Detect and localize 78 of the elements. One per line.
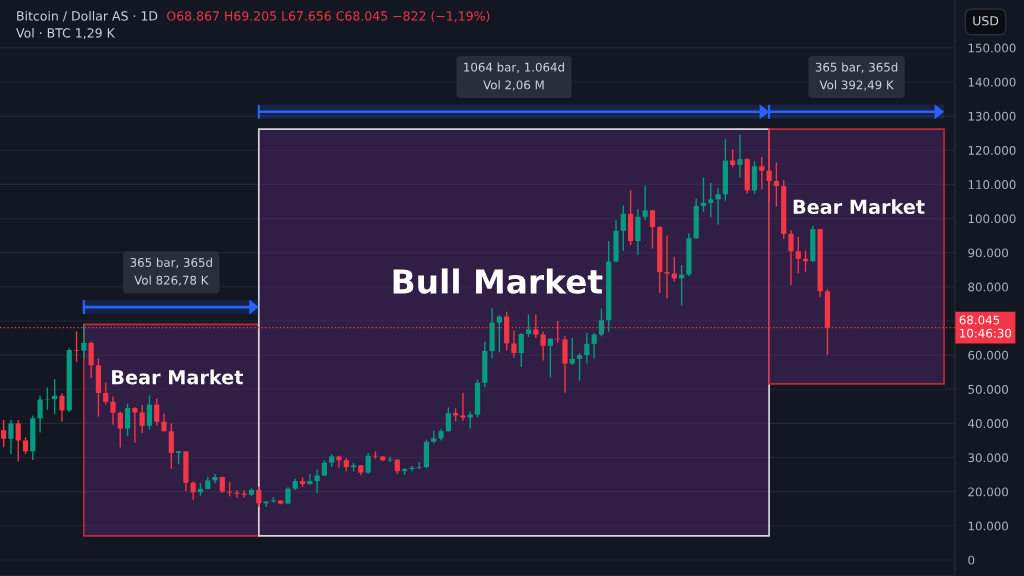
candlestick [766, 128, 772, 204]
candlestick [139, 404, 145, 434]
candlestick [569, 337, 575, 366]
candlestick [525, 313, 532, 338]
candlestick [168, 422, 174, 470]
y-tick-label: 140.000 [968, 77, 1016, 87]
candlestick [190, 480, 196, 501]
candlestick [584, 332, 590, 365]
candlestick [795, 236, 801, 274]
candlestick [547, 337, 554, 378]
ref-line-label: 68.045 10:46:30 [959, 315, 1012, 338]
candlestick [708, 181, 714, 218]
candlestick [110, 395, 116, 426]
annotation: 365 bar, 365d Vol 826,78 K [130, 257, 212, 286]
candlestick [256, 485, 262, 508]
y-tick-label: 10.000 [968, 521, 1009, 531]
candlestick [737, 134, 743, 179]
candlestick [59, 392, 65, 423]
candlestick [642, 185, 648, 221]
annotation: Bear Market [112, 369, 243, 385]
candlestick [103, 381, 109, 406]
candlestick [715, 187, 721, 226]
candlestick [314, 468, 320, 494]
y-tick-label: 130.000 [968, 111, 1016, 121]
y-tick-label: 20.000 [968, 487, 1009, 497]
candlestick [234, 489, 240, 499]
y-tick-label: 60.000 [968, 350, 1009, 360]
candlestick [649, 209, 656, 250]
candlestick [540, 330, 546, 362]
candlestick [37, 395, 43, 434]
candlestick [154, 397, 160, 427]
candlestick [598, 307, 605, 338]
candlestick [212, 473, 218, 485]
annotation: Bull Market [393, 268, 603, 294]
candlestick [124, 402, 131, 437]
candlestick [15, 419, 21, 463]
candlestick [1, 419, 7, 448]
candlestick [460, 391, 466, 422]
y-tick-label: 50.000 [968, 384, 1009, 394]
candlestick [496, 314, 502, 354]
candlestick [511, 329, 517, 359]
candlestick [117, 410, 123, 449]
candlestick [8, 419, 14, 455]
y-tick-label: 150.000 [968, 43, 1016, 53]
annotation: 365 bar, 365d Vol 392,49 K [815, 62, 898, 91]
y-tick-label: 120.000 [968, 145, 1016, 155]
candlestick [788, 229, 794, 286]
candlestick [671, 256, 677, 283]
candlestick [416, 461, 422, 470]
y-tick-label: 0 [968, 555, 975, 565]
candlestick [773, 161, 780, 208]
text: Bitcoin / Dollar AS · 1D [17, 10, 158, 22]
candlestick [336, 455, 342, 469]
y-axis-title: USD [973, 16, 999, 26]
candlestick [81, 323, 87, 360]
y-tick-label: 30.000 [968, 453, 1009, 463]
candlestick [161, 412, 167, 433]
annotation: 1064 bar, 1.064d Vol 2,06 M [464, 62, 564, 91]
candlestick [518, 332, 524, 368]
y-tick-label: 100.000 [968, 214, 1016, 224]
y-tick-label: 90.000 [968, 248, 1009, 258]
candlestick [445, 406, 451, 433]
candlestick [591, 332, 597, 360]
candlestick [700, 176, 707, 213]
y-tick-label: 80.000 [968, 282, 1009, 292]
candlestick [88, 340, 94, 379]
candlestick [576, 352, 583, 382]
candlestick [73, 330, 80, 363]
candlestick [620, 204, 626, 252]
candlestick [365, 452, 371, 475]
annotation: Bear Market [793, 199, 925, 215]
candlestick [307, 473, 313, 486]
candlestick [146, 394, 153, 431]
annotation: Vol · BTC 1,29 K [16, 27, 116, 39]
candlestick [759, 156, 765, 190]
text: O68.867 H69.205 L67.656 C68.045 −822 (−1,19%) [167, 10, 490, 23]
y-tick-label: 40.000 [968, 419, 1009, 429]
y-tick-label: 110.000 [968, 180, 1016, 190]
